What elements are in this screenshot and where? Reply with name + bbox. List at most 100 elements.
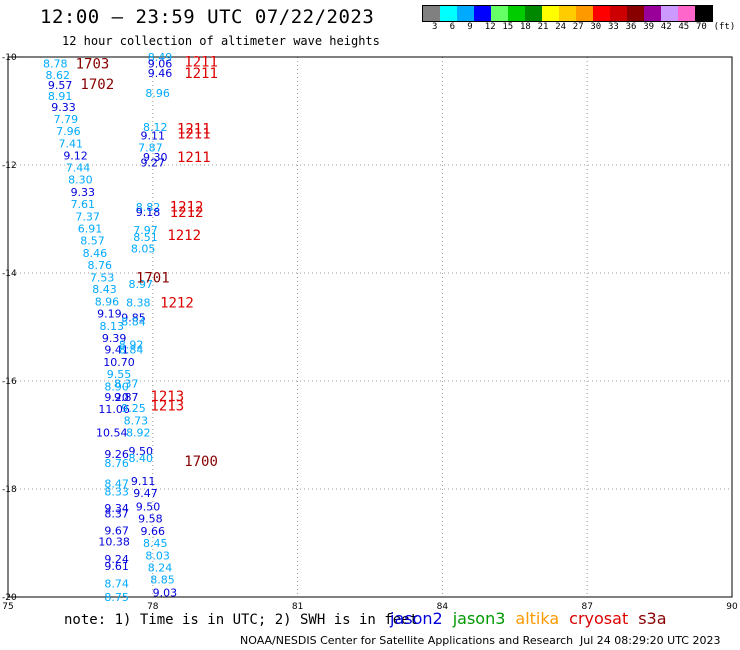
time-stamps: 1703170212111211121112111211121212121212… — [76, 54, 218, 470]
y-tick-label: -20 — [2, 593, 17, 603]
wave-height-label: 8.73 — [124, 414, 149, 427]
wave-height-label: 8.90 — [104, 380, 129, 393]
color-scale-label: 21 — [537, 22, 549, 32]
plot-border — [7, 56, 733, 598]
wave-height-label: 9.11 — [141, 129, 166, 142]
wave-height-label: 8.85 — [150, 574, 175, 587]
wave-height-label: 9.33 — [71, 186, 96, 199]
x-tick-label: 84 — [437, 602, 449, 612]
wave-height-label: 8.30 — [68, 174, 93, 187]
x-tick-label: 75 — [2, 602, 13, 612]
color-scale-bar — [422, 5, 713, 22]
wave-height-label: 6.91 — [78, 223, 103, 236]
pass-time-label: 1211 — [177, 121, 211, 137]
footnote: note: 1) Time is in UTC; 2) SWH is in fe… — [64, 612, 419, 628]
color-scale-labels: 3 6 9 12 15 18 21 24 27 30 33 36 39 42 45 70 (ft) — [422, 22, 740, 36]
wave-height-label: 8.49 — [148, 51, 173, 64]
wave-height-label: 8.78 — [43, 57, 68, 70]
color-scale-label: 9 — [467, 22, 473, 32]
wave-height-label: 8.84 — [121, 316, 146, 329]
color-scale-label: 36 — [625, 22, 637, 32]
page-title: 12:00 – 23:59 UTC 07/22/2023 — [40, 6, 375, 28]
color-scale-swatch — [474, 6, 491, 21]
wave-height-label: 9.58 — [138, 513, 163, 526]
color-scale-swatch — [576, 6, 593, 21]
wave-height-label: 8.45 — [143, 537, 168, 550]
color-scale-swatch — [440, 6, 457, 21]
color-scale-swatch — [627, 6, 644, 21]
wave-height-label: 9.50 — [128, 445, 153, 458]
wave-height-label: 8.03 — [145, 549, 170, 562]
wave-height-label: 9.30 — [143, 151, 168, 164]
wave-height-label: 9.24 — [104, 553, 129, 566]
color-scale-swatch — [610, 6, 627, 21]
wave-height-label: 9.85 — [121, 311, 146, 324]
wave-height-label: 9.47 — [133, 487, 158, 500]
color-scale-swatch — [423, 6, 440, 21]
color-scale-label: 27 — [572, 22, 584, 32]
y-tick-label: -18 — [2, 485, 17, 495]
wave-height-label: 9.41 — [104, 344, 129, 357]
pass-time-label: 1213 — [150, 389, 184, 405]
wave-height-label: 8.57 — [80, 235, 105, 248]
pass-time-label: 1211 — [177, 127, 211, 143]
wave-height-label: 9.61 — [104, 560, 129, 573]
color-scale-label: 42 — [660, 22, 672, 32]
wave-height-label: 8.33 — [104, 486, 129, 499]
wave-height-label: 7.37 — [75, 210, 100, 223]
wave-height-label: 8.62 — [45, 69, 70, 82]
wave-height-label: 8.37 — [104, 507, 129, 520]
y-tick-label: -14 — [2, 269, 17, 279]
wave-height-label: 9.11 — [131, 475, 156, 488]
pass-time-label: 1212 — [170, 205, 204, 221]
color-scale-swatch — [695, 6, 712, 21]
wave-height-label: 8.40 — [128, 452, 153, 465]
wave-height-label: 9.39 — [102, 332, 127, 345]
wave-height-label: 7.97 — [133, 224, 158, 237]
wave-height-label: 9.34 — [104, 502, 129, 515]
wave-height-label: 11.06 — [98, 403, 130, 416]
legend-jason2: jason2 — [390, 609, 443, 628]
x-tick-label: 90 — [726, 602, 738, 612]
wave-height-label: 9.27 — [141, 156, 166, 169]
pass-time-label: 1211 — [184, 66, 218, 82]
pass-time-label: 1212 — [167, 228, 201, 244]
legend-jason3: jason3 — [452, 609, 506, 628]
x-tick-label: 81 — [292, 602, 303, 612]
legend-s3a: s3a — [638, 609, 667, 628]
pass-time-label: 1212 — [160, 296, 194, 312]
color-scale-swatch — [542, 6, 559, 21]
wave-height-label: 8.51 — [133, 231, 158, 244]
wave-height-label: 7.79 — [54, 113, 79, 126]
color-scale-label: 15 — [502, 22, 514, 32]
color-scale-label: 39 — [643, 22, 655, 32]
color-scale-label: 3 — [432, 22, 438, 32]
wave-height-label: 9.67 — [104, 525, 129, 538]
color-scale-swatch — [457, 6, 474, 21]
wave-height-label: 9.03 — [153, 587, 178, 600]
y-tick-label: -16 — [2, 377, 17, 387]
wave-height-label: 10.38 — [98, 535, 130, 548]
color-scale-swatch — [661, 6, 678, 21]
wave-height-label: 8.84 — [119, 344, 144, 357]
wave-height-label: 9.46 — [148, 67, 173, 80]
wave-height-label: 8.97 — [128, 278, 153, 291]
wave-height-label: 9.55 — [107, 368, 132, 381]
wave-height-label: 9.66 — [141, 525, 166, 538]
color-scale-label: (ft) — [713, 22, 736, 32]
color-scale-label: 70 — [696, 22, 707, 32]
x-tick-label: 87 — [581, 602, 592, 612]
axis-ticks: 75 78 81 84 87 90 -10 -12 -14 -16 -18 -20 — [2, 53, 738, 612]
legend-cryosat: cryosat — [569, 609, 629, 628]
credit-time: Jul 24 08:29:20 UTC 2023 — [580, 634, 721, 647]
wave-height-label: 8.75 — [104, 591, 129, 604]
wave-height-label: 8.43 — [92, 283, 117, 296]
wave-height-label: 9.57 — [48, 79, 73, 92]
wave-height-label: 8.82 — [136, 201, 161, 214]
wave-height-label: 9.19 — [97, 308, 122, 321]
pass-time-label: 1212 — [170, 200, 204, 216]
color-scale-label: 18 — [520, 22, 531, 32]
wave-height-label: 9.33 — [51, 101, 76, 114]
wave-height-label: 9.50 — [136, 500, 161, 513]
